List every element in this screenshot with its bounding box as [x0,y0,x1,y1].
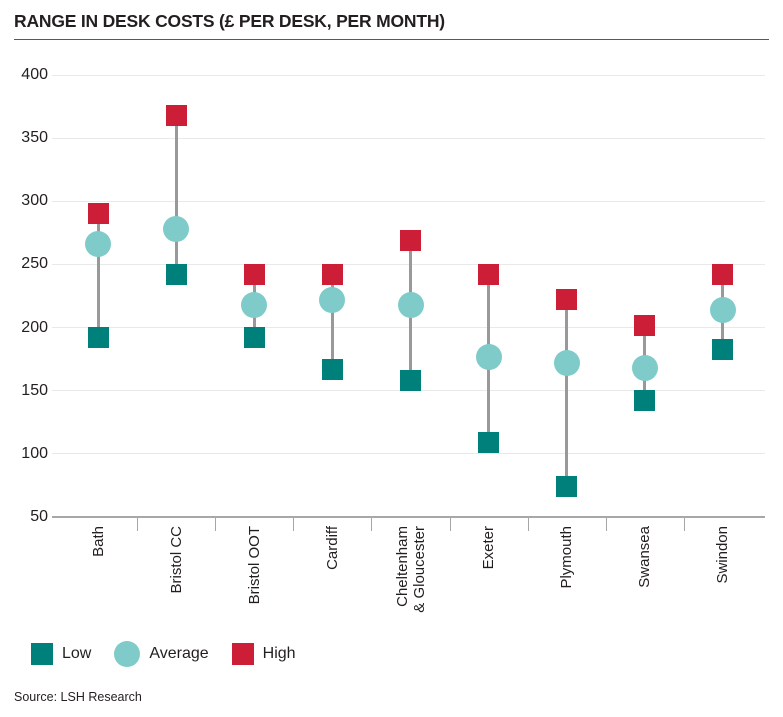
low-marker-exeter [478,431,500,453]
gridline-350 [52,137,765,139]
legend-label-high: High [262,645,296,662]
low-marker-bristol-oot [243,327,265,349]
x-axis-tick [605,518,607,531]
legend-low-square-icon [31,643,53,665]
high-marker-bristol-oot [243,264,265,286]
gridline-400 [52,74,765,76]
range-line-bath [96,213,100,338]
high-marker-cardiff [321,264,343,286]
x-axis-tick [683,518,685,531]
x-axis-label-exeter: Exeter [480,526,498,570]
low-marker-cheltenham [400,370,421,392]
x-axis-baseline [52,516,765,518]
average-marker-exeter [475,343,502,370]
range-line-bristol-cc [174,115,178,275]
x-axis-label-plymouth: Plymouth [558,526,576,589]
gridline-100 [52,453,765,455]
x-axis-label-bath: Bath [89,526,107,557]
high-marker-cheltenham [400,229,421,251]
low-marker-bristol-cc [165,264,187,286]
average-marker-bath [85,231,112,258]
y-axis-label-300: 300 [21,192,48,210]
legend-high-square-icon [231,643,254,665]
x-axis-tick [449,518,451,531]
y-axis-label-50: 50 [30,508,48,525]
y-axis-label-150: 150 [21,381,48,399]
low-marker-bath [87,327,109,349]
y-axis-label-400: 400 [21,66,48,83]
x-axis-label-bristol-oot: Bristol OOT [245,526,263,605]
low-marker-swansea [634,390,656,412]
average-marker-swindon [709,296,736,323]
high-marker-plymouth [556,289,578,311]
legend-label-average: Average [149,645,209,662]
average-marker-cheltenham [397,291,424,318]
legend-average-circle-icon [114,641,141,667]
gridline-250 [52,263,765,265]
x-axis-tick [371,518,373,531]
x-axis-tick [215,518,217,531]
low-marker-swindon [712,338,734,360]
low-marker-plymouth [556,476,578,498]
y-axis-label-350: 350 [21,129,48,147]
average-marker-bristol-oot [241,291,268,318]
x-axis-label-cardiff: Cardiff [323,526,341,570]
average-marker-plymouth [553,349,580,376]
high-marker-bath [87,203,109,225]
gridline-200 [52,327,765,329]
chart-legend: Low Average High [31,641,310,667]
average-marker-swansea [631,354,658,381]
high-marker-exeter [478,264,500,286]
high-marker-swansea [634,314,656,336]
chart-title: RANGE IN DESK COSTS (£ PER DESK, PER MON… [14,11,445,31]
x-axis-label-swansea: Swansea [636,526,654,588]
x-axis-label-swindon: Swindon [714,526,732,584]
title-underline [14,39,769,40]
y-axis-label-200: 200 [21,318,48,336]
high-marker-swindon [712,264,734,286]
x-axis-label-cheltenham: Cheltenham & Gloucester [393,526,428,613]
x-axis-tick [527,518,529,531]
gridline-300 [52,200,765,202]
average-marker-cardiff [319,286,346,313]
y-axis-label-250: 250 [21,255,48,273]
high-marker-bristol-cc [165,104,187,126]
source-note: Source: LSH Research [14,690,142,704]
low-marker-cardiff [321,358,343,380]
range-line-cardiff [330,274,334,370]
y-axis-label-100: 100 [21,444,48,462]
legend-label-low: Low [62,645,92,662]
x-axis-tick [137,518,139,531]
x-axis-label-bristol-cc: Bristol CC [167,526,185,594]
average-marker-bristol-cc [163,216,190,243]
x-axis-tick [293,518,295,531]
range-line-plymouth [565,299,569,487]
